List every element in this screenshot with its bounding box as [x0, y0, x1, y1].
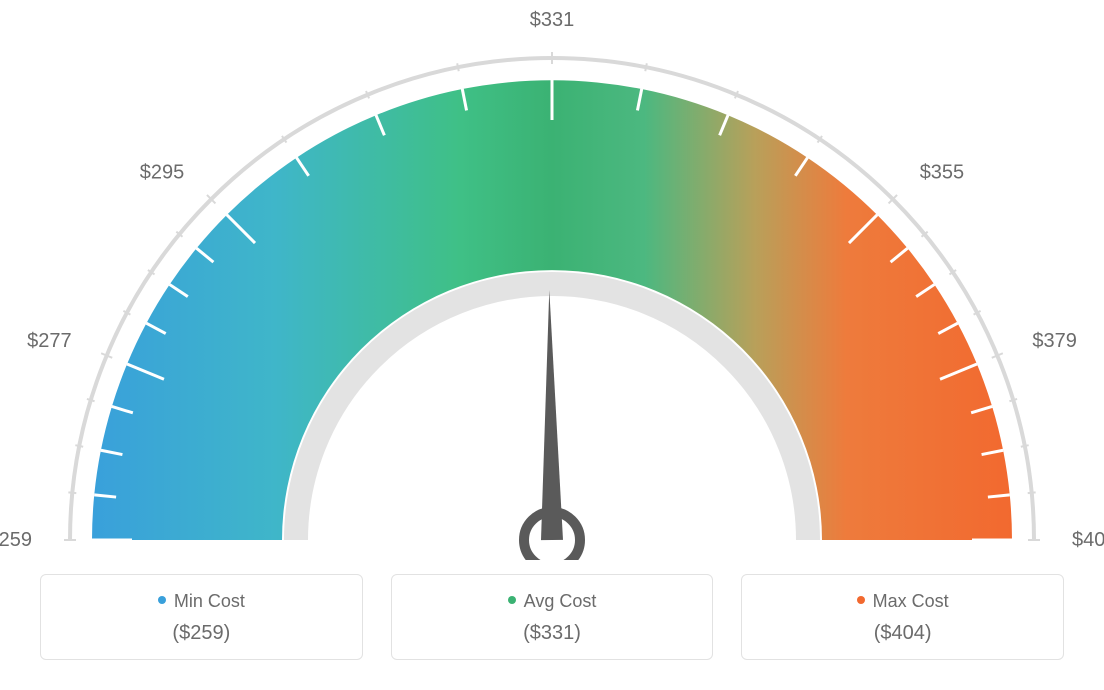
legend-card-max: Max Cost ($404): [741, 574, 1064, 660]
legend-avg-label: Avg Cost: [524, 591, 597, 611]
gauge-tick-label: $277: [27, 330, 72, 352]
gauge-tick-label: $355: [920, 161, 965, 183]
legend-min-label: Min Cost: [174, 591, 245, 611]
legend-min-value: ($259): [51, 622, 352, 645]
legend-avg-value: ($331): [402, 622, 703, 645]
legend-title-avg: Avg Cost: [402, 591, 703, 612]
gauge-tick-label: $295: [140, 161, 185, 183]
legend-row: Min Cost ($259) Avg Cost ($331) Max Cost…: [40, 574, 1064, 660]
legend-title-max: Max Cost: [752, 591, 1053, 612]
gauge-tick-label: $379: [1032, 330, 1077, 352]
gauge-tick-label: $404: [1072, 529, 1104, 551]
dot-icon: [508, 596, 516, 604]
legend-card-min: Min Cost ($259): [40, 574, 363, 660]
gauge-chart: $259 $277 $295 $331 $355 $379 $404: [0, 0, 1104, 560]
legend-card-avg: Avg Cost ($331): [391, 574, 714, 660]
legend-max-label: Max Cost: [873, 591, 949, 611]
gauge-tick-label: $331: [530, 9, 575, 31]
dot-icon: [857, 596, 865, 604]
dot-icon: [158, 596, 166, 604]
gauge-tick-label: $259: [0, 529, 32, 551]
legend-title-min: Min Cost: [51, 591, 352, 612]
legend-max-value: ($404): [752, 622, 1053, 645]
